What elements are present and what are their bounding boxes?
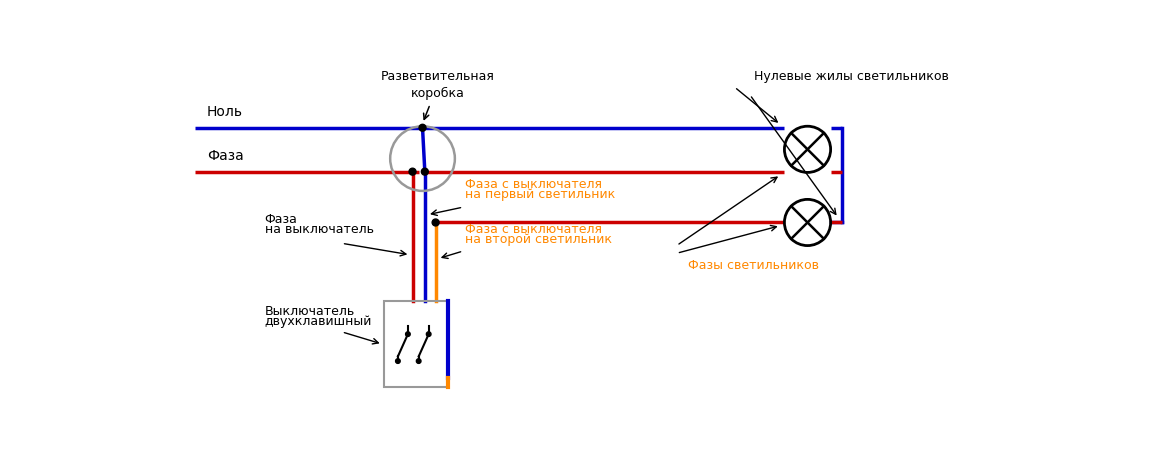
Bar	[384, 301, 448, 387]
Text: на выключатель: на выключатель	[264, 223, 373, 235]
Text: двухклавишный: двухклавишный	[264, 315, 372, 328]
Text: Разветвительная: Разветвительная	[381, 70, 495, 83]
Circle shape	[406, 332, 411, 336]
Text: Нулевые жилы светильников: Нулевые жилы светильников	[753, 70, 949, 83]
Text: коробка: коробка	[411, 87, 464, 100]
Text: на второй светильник: на второй светильник	[464, 233, 612, 246]
Circle shape	[426, 332, 431, 336]
Text: Фаза: Фаза	[207, 149, 243, 163]
Text: Фаза с выключателя: Фаза с выключателя	[464, 178, 601, 191]
Text: Выключатель: Выключатель	[264, 305, 355, 318]
Circle shape	[410, 168, 417, 175]
Text: Фаза: Фаза	[264, 212, 297, 226]
Text: Ноль: Ноль	[207, 105, 243, 119]
Circle shape	[395, 359, 400, 363]
Text: на первый светильник: на первый светильник	[464, 188, 615, 201]
Circle shape	[417, 359, 421, 363]
Circle shape	[421, 168, 428, 175]
Text: Фазы светильников: Фазы светильников	[688, 259, 819, 271]
Circle shape	[432, 219, 439, 226]
Circle shape	[419, 124, 426, 131]
Text: Фаза с выключателя: Фаза с выключателя	[464, 223, 601, 235]
